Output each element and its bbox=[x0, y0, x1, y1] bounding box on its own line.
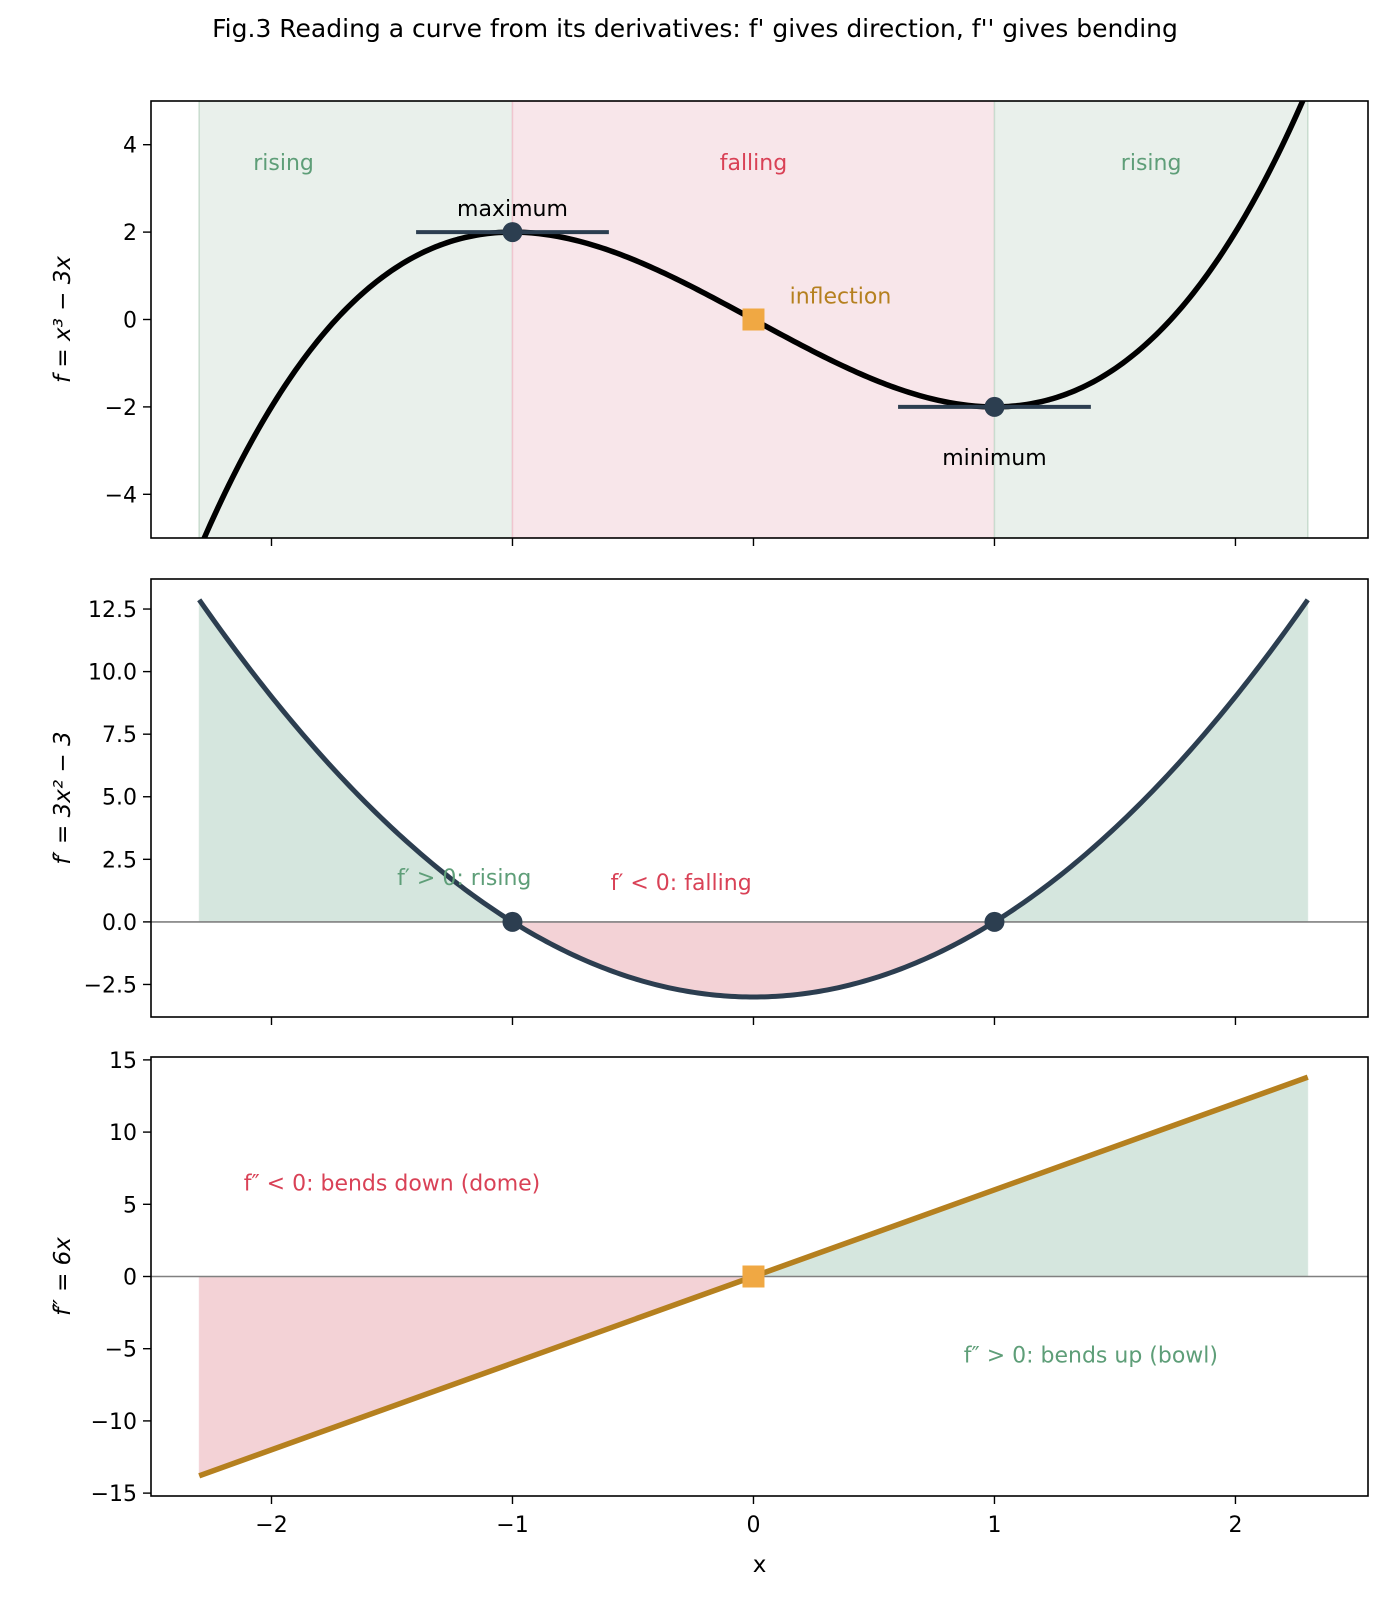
plot-area-fpp bbox=[151, 1074, 1368, 1479]
maximum-label: maximum bbox=[457, 197, 568, 222]
y-tick-label: 5 bbox=[123, 1193, 137, 1218]
y-tick-label: 4 bbox=[123, 134, 137, 159]
y-tick-label: 2.5 bbox=[102, 848, 137, 873]
y-tick-label: −5 bbox=[105, 1338, 137, 1363]
inflection-label: inflection bbox=[790, 284, 892, 309]
region-rising bbox=[993, 101, 1309, 538]
minimum-label: minimum bbox=[942, 446, 1046, 471]
region-rising bbox=[198, 101, 514, 538]
y-tick-label: 0 bbox=[123, 309, 137, 334]
y-axis-label: f′ = 3x² − 3 bbox=[50, 731, 76, 864]
region-label: rising bbox=[1121, 151, 1182, 176]
annotation-positive: f″ > 0: bends up (bowl) bbox=[964, 1343, 1218, 1368]
panel-first-derivative: f′ > 0: rising f′ < 0: falling −2.5 0.0 2.5 5… bbox=[50, 578, 1369, 1025]
y-tick-label: 0 bbox=[123, 1266, 137, 1291]
y-tick-label: 5.0 bbox=[102, 786, 137, 811]
y-tick-label: 15 bbox=[109, 1049, 137, 1074]
extremum-marker bbox=[502, 222, 523, 243]
x-tick-label: 0 bbox=[746, 1513, 760, 1538]
x-tick-label: −2 bbox=[255, 1513, 287, 1538]
y-tick-label: 2 bbox=[123, 221, 137, 246]
y-tick-label: 7.5 bbox=[102, 723, 137, 748]
y-axis-label: f = x³ − 3x bbox=[50, 256, 76, 383]
y-tick-label: −2.5 bbox=[84, 973, 137, 998]
x-tick-label: −1 bbox=[496, 1513, 528, 1538]
annotation-negative: f′ < 0: falling bbox=[611, 871, 752, 896]
plot-area-f bbox=[198, 101, 1309, 538]
region-label: rising bbox=[253, 151, 314, 176]
y-tick-label: −15 bbox=[91, 1482, 137, 1507]
positive-fill bbox=[992, 598, 1309, 923]
y-axis-label: f″ = 6x bbox=[50, 1237, 76, 1316]
inflection-marker bbox=[742, 308, 765, 331]
region-label: falling bbox=[720, 151, 787, 176]
y-tick-label: −2 bbox=[105, 396, 137, 421]
y-tick-label: −4 bbox=[105, 483, 137, 508]
annotation-positive: f′ > 0: rising bbox=[397, 866, 531, 891]
y-tick-label: 12.5 bbox=[88, 598, 137, 623]
panel-second-derivative: f″ < 0: bends down (dome) f″ > 0: bends u… bbox=[50, 1049, 1369, 1578]
extremum-marker bbox=[984, 396, 1005, 417]
x-tick-label: 1 bbox=[987, 1513, 1001, 1538]
x-axis-label: x bbox=[753, 1552, 767, 1578]
axes-frame bbox=[150, 578, 1369, 1018]
annotation-negative: f″ < 0: bends down (dome) bbox=[244, 1172, 541, 1197]
zero-marker bbox=[984, 911, 1005, 932]
y-tick-label: 10 bbox=[109, 1121, 137, 1146]
derivative-curve bbox=[197, 598, 1310, 1000]
y-tick-label: 10.0 bbox=[88, 661, 137, 686]
figure-title: Fig.3 Reading a curve from its derivativ… bbox=[212, 14, 1178, 43]
zero-marker bbox=[502, 911, 523, 932]
x-tick-label: 2 bbox=[1228, 1513, 1242, 1538]
y-tick-label: −10 bbox=[91, 1410, 137, 1435]
panel-function: rising falling rising maximum minimum inflect… bbox=[50, 100, 1369, 546]
plot-area-fp bbox=[151, 598, 1368, 1000]
y-tick-label: 0.0 bbox=[102, 911, 137, 936]
inflection-marker bbox=[742, 1265, 765, 1288]
